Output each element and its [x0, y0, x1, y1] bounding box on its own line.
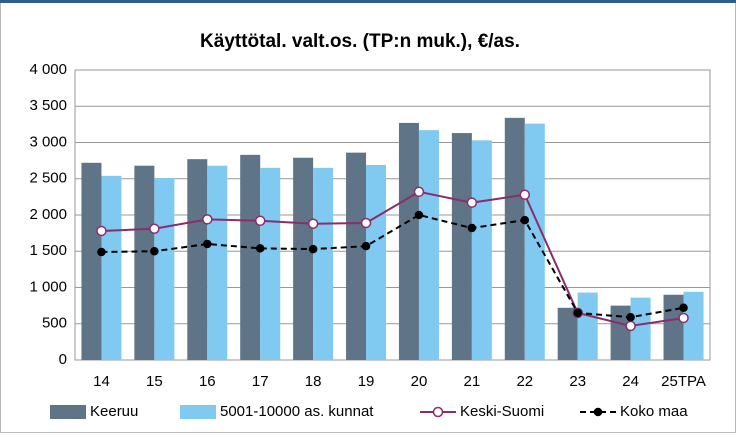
- line-marker: [97, 247, 106, 257]
- x-tick-label: 18: [305, 373, 322, 390]
- legend-marker: [593, 407, 603, 417]
- line-marker: [678, 312, 689, 324]
- x-tick-label: 19: [358, 373, 375, 390]
- line-marker: [308, 244, 318, 254]
- legend-label: 5001-10000 as. kunnat: [220, 403, 374, 420]
- x-tick-label: 14: [93, 373, 110, 390]
- y-tick-label: 1 500: [29, 242, 67, 259]
- bar: [504, 117, 525, 360]
- y-tick-label: 1 000: [29, 278, 67, 295]
- bar: [398, 122, 419, 360]
- line-marker: [467, 223, 477, 233]
- line-marker: [626, 312, 635, 322]
- legend-swatch: [180, 405, 216, 419]
- x-tick-label: 17: [252, 373, 269, 390]
- bar: [683, 291, 704, 360]
- bar: [557, 307, 578, 360]
- line-marker: [202, 214, 213, 225]
- bar: [240, 154, 261, 360]
- bar: [293, 157, 314, 360]
- x-tick-label: 20: [411, 373, 428, 390]
- legend-marker: [432, 406, 444, 418]
- bar: [187, 159, 208, 360]
- legend-label: Keeruu: [90, 403, 138, 420]
- line-marker: [625, 320, 636, 332]
- line-marker: [414, 210, 424, 220]
- x-tick-label: 22: [516, 373, 533, 390]
- bar: [451, 133, 472, 360]
- legend-label: Koko maa: [620, 403, 688, 420]
- line-marker: [520, 215, 530, 225]
- line-marker: [679, 303, 688, 313]
- bar: [418, 130, 439, 360]
- bar: [630, 297, 651, 360]
- bar: [81, 162, 102, 360]
- y-tick-label: 500: [42, 315, 67, 332]
- bar: [471, 140, 492, 360]
- x-tick-label: 23: [569, 373, 586, 390]
- line-marker: [149, 223, 160, 235]
- bar: [346, 152, 367, 360]
- line-marker: [96, 225, 107, 237]
- bar: [207, 165, 228, 360]
- line-marker: [307, 218, 319, 229]
- y-tick-label: 2 500: [29, 170, 67, 187]
- bar: [101, 175, 122, 360]
- x-tick-label: 15: [146, 373, 163, 390]
- line-marker: [466, 197, 478, 208]
- y-tick-label: 3 500: [29, 97, 67, 114]
- line-marker: [150, 247, 159, 256]
- x-tick-label: 21: [464, 373, 481, 390]
- bar: [313, 167, 334, 360]
- x-tick-label: 25TPA: [661, 373, 706, 390]
- legend-swatch: [50, 405, 86, 419]
- line-marker: [361, 241, 371, 251]
- bar: [663, 294, 684, 360]
- x-tick-label: 24: [622, 373, 639, 390]
- line-series: [101, 190, 684, 327]
- y-tick-label: 2 000: [29, 206, 67, 223]
- line-marker: [255, 244, 265, 253]
- line-marker: [360, 217, 372, 229]
- bar: [610, 305, 631, 360]
- line-marker: [413, 186, 425, 198]
- y-tick-label: 0: [59, 351, 67, 368]
- bar: [154, 178, 175, 360]
- y-tick-label: 3 000: [29, 133, 67, 150]
- bar: [260, 167, 281, 360]
- x-tick-label: 16: [199, 373, 216, 390]
- bar: [577, 292, 598, 360]
- chart-title: Käyttötal. valt.os. (TP:n muk.), €/as.: [200, 31, 520, 52]
- legend-label: Keski-Suomi: [460, 403, 544, 420]
- line-marker: [573, 308, 582, 318]
- line-series: [101, 213, 684, 319]
- bar: [134, 165, 155, 360]
- y-tick-label: 4 000: [29, 61, 67, 78]
- bar: [366, 164, 387, 360]
- bar: [524, 123, 545, 361]
- line-marker: [254, 215, 266, 227]
- line-marker: [203, 239, 212, 249]
- line-marker: [519, 189, 531, 200]
